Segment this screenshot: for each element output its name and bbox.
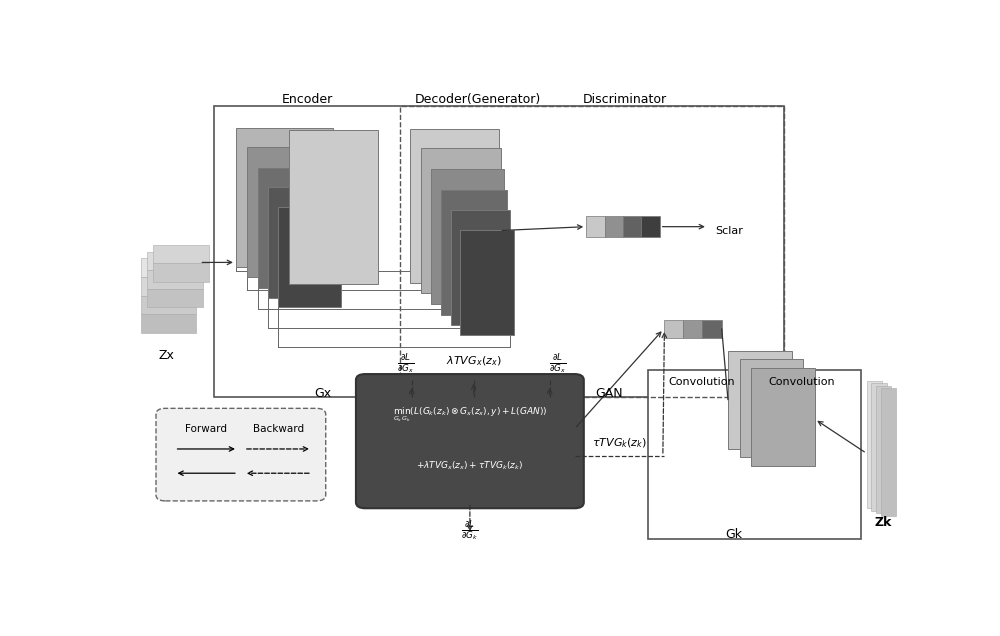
Text: Discriminator: Discriminator: [583, 93, 667, 106]
Bar: [664, 320, 683, 338]
Bar: [683, 320, 702, 338]
Text: $\lambda TVG_x(z_x)$: $\lambda TVG_x(z_x)$: [446, 355, 502, 368]
Text: $\frac{\partial L}{\partial G_x}$: $\frac{\partial L}{\partial G_x}$: [549, 352, 566, 376]
Text: $\min_{G_xG_k}(L(G_k(z_k)\otimes G_x(z_x),y)+L(GAN))$: $\min_{G_xG_k}(L(G_k(z_k)\otimes G_x(z_x…: [393, 405, 547, 424]
Bar: [441, 190, 507, 315]
Text: $+\lambda TVG_x(z_x)+\tau TVG_k(z_k)$: $+\lambda TVG_x(z_x)+\tau TVG_k(z_k)$: [416, 459, 523, 472]
Bar: [153, 245, 209, 263]
Text: Gx: Gx: [314, 387, 331, 400]
Text: Decoder(Generator): Decoder(Generator): [415, 93, 541, 106]
Bar: [147, 270, 202, 289]
Bar: [641, 216, 660, 237]
Text: Convolution: Convolution: [768, 377, 835, 387]
Bar: [751, 368, 815, 466]
Bar: [278, 207, 341, 307]
Text: Encoder: Encoder: [282, 93, 333, 106]
Bar: [871, 384, 887, 511]
Bar: [400, 106, 784, 397]
Text: Zk: Zk: [874, 516, 892, 529]
Bar: [431, 169, 504, 304]
Bar: [460, 230, 514, 335]
Bar: [648, 370, 861, 539]
Text: Convolution: Convolution: [668, 377, 735, 387]
Bar: [450, 210, 510, 325]
Bar: [214, 106, 784, 397]
Text: Sclar: Sclar: [716, 226, 743, 235]
Bar: [740, 359, 803, 457]
Bar: [410, 128, 499, 283]
Bar: [258, 168, 336, 288]
Bar: [140, 296, 196, 314]
Text: $\frac{\partial L}{\partial G_k}$: $\frac{\partial L}{\partial G_k}$: [461, 520, 478, 543]
Bar: [268, 188, 338, 298]
Bar: [881, 388, 896, 516]
Text: $\frac{\partial L}{\partial G_x}$: $\frac{\partial L}{\partial G_x}$: [397, 352, 414, 376]
Bar: [702, 320, 722, 338]
Bar: [140, 258, 196, 277]
Text: GAN: GAN: [596, 387, 623, 400]
Text: Backward: Backward: [253, 424, 304, 434]
Bar: [876, 386, 891, 513]
Bar: [140, 277, 196, 296]
Bar: [147, 289, 202, 307]
Bar: [867, 381, 882, 508]
Bar: [247, 148, 334, 277]
Text: Forward: Forward: [185, 424, 227, 434]
Bar: [623, 216, 641, 237]
FancyBboxPatch shape: [356, 374, 584, 508]
Bar: [289, 130, 378, 284]
Bar: [421, 148, 501, 293]
Text: Gk: Gk: [725, 528, 742, 541]
Bar: [140, 314, 196, 333]
FancyBboxPatch shape: [156, 408, 326, 501]
Text: Zx: Zx: [158, 349, 174, 362]
Bar: [153, 263, 209, 282]
Bar: [147, 252, 202, 270]
Bar: [728, 350, 792, 448]
Bar: [605, 216, 623, 237]
Bar: [236, 128, 333, 267]
Text: $\tau TVG_k(z_k)$: $\tau TVG_k(z_k)$: [592, 437, 647, 450]
Bar: [586, 216, 605, 237]
